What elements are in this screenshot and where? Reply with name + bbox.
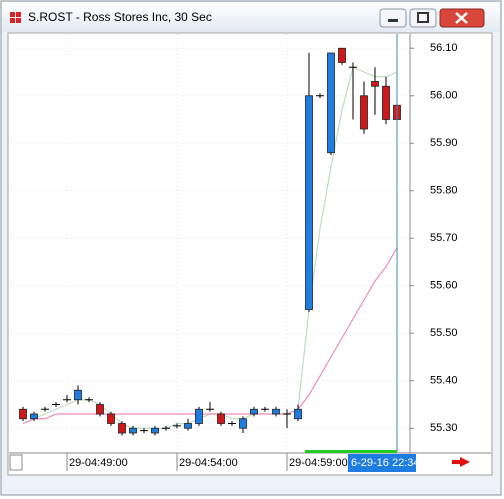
- x-tick-label: 29-04:49:00: [69, 457, 128, 469]
- candle-body: [250, 408, 258, 415]
- candle-body: [129, 427, 137, 434]
- maximize-button[interactable]: [409, 8, 437, 28]
- moving-average-line: [22, 247, 398, 425]
- minimize-button[interactable]: [379, 8, 407, 28]
- candle-body: [195, 408, 203, 424]
- candle-body: [74, 389, 82, 401]
- window-title: S.ROST - Ross Stores Inc, 30 Sec: [28, 10, 212, 24]
- candle-body: [294, 408, 302, 420]
- candle-body: [30, 413, 38, 420]
- close-icon: [455, 12, 468, 24]
- y-tick-label: 55.80: [430, 185, 458, 197]
- candle-body: [107, 413, 115, 424]
- candle-body: [184, 423, 192, 429]
- candle-body: [272, 408, 280, 415]
- progress-bar: [305, 450, 397, 453]
- candle-body: [151, 427, 159, 434]
- candle-body: [360, 95, 368, 130]
- scroll-box[interactable]: [9, 454, 23, 471]
- maximize-icon: [417, 12, 429, 23]
- y-tick-label: 55.70: [430, 232, 458, 244]
- y-tick-label: 55.90: [430, 137, 458, 149]
- cursor-label: 6-29-16 22:34:00: [351, 457, 435, 469]
- minimize-icon: [388, 19, 398, 22]
- candle-body: [327, 52, 335, 154]
- candle-body: [382, 85, 390, 120]
- cursor-label-box: [348, 454, 416, 472]
- x-tick-label: 29-04:59:00: [289, 457, 348, 469]
- y-tick-label: 55.30: [430, 422, 458, 434]
- app-icon: [10, 12, 21, 23]
- candle-body: [96, 404, 104, 415]
- candle-body: [338, 47, 346, 63]
- candle-body: [305, 95, 313, 310]
- y-tick-label: 55.60: [430, 280, 458, 292]
- candle-body: [19, 408, 27, 420]
- y-tick-label: 55.50: [430, 327, 458, 339]
- candle-body: [239, 418, 247, 429]
- candle-body: [371, 81, 379, 87]
- y-tick-label: 55.40: [430, 375, 458, 387]
- candle-body: [118, 423, 126, 434]
- candle-body: [217, 413, 225, 424]
- y-tick-label: 56.00: [430, 90, 458, 102]
- chart-panel: [7, 32, 493, 476]
- x-tick-label: 29-04:54:00: [179, 457, 238, 469]
- y-tick-label: 56.10: [430, 42, 458, 54]
- scroll-arrow[interactable]: [452, 457, 470, 467]
